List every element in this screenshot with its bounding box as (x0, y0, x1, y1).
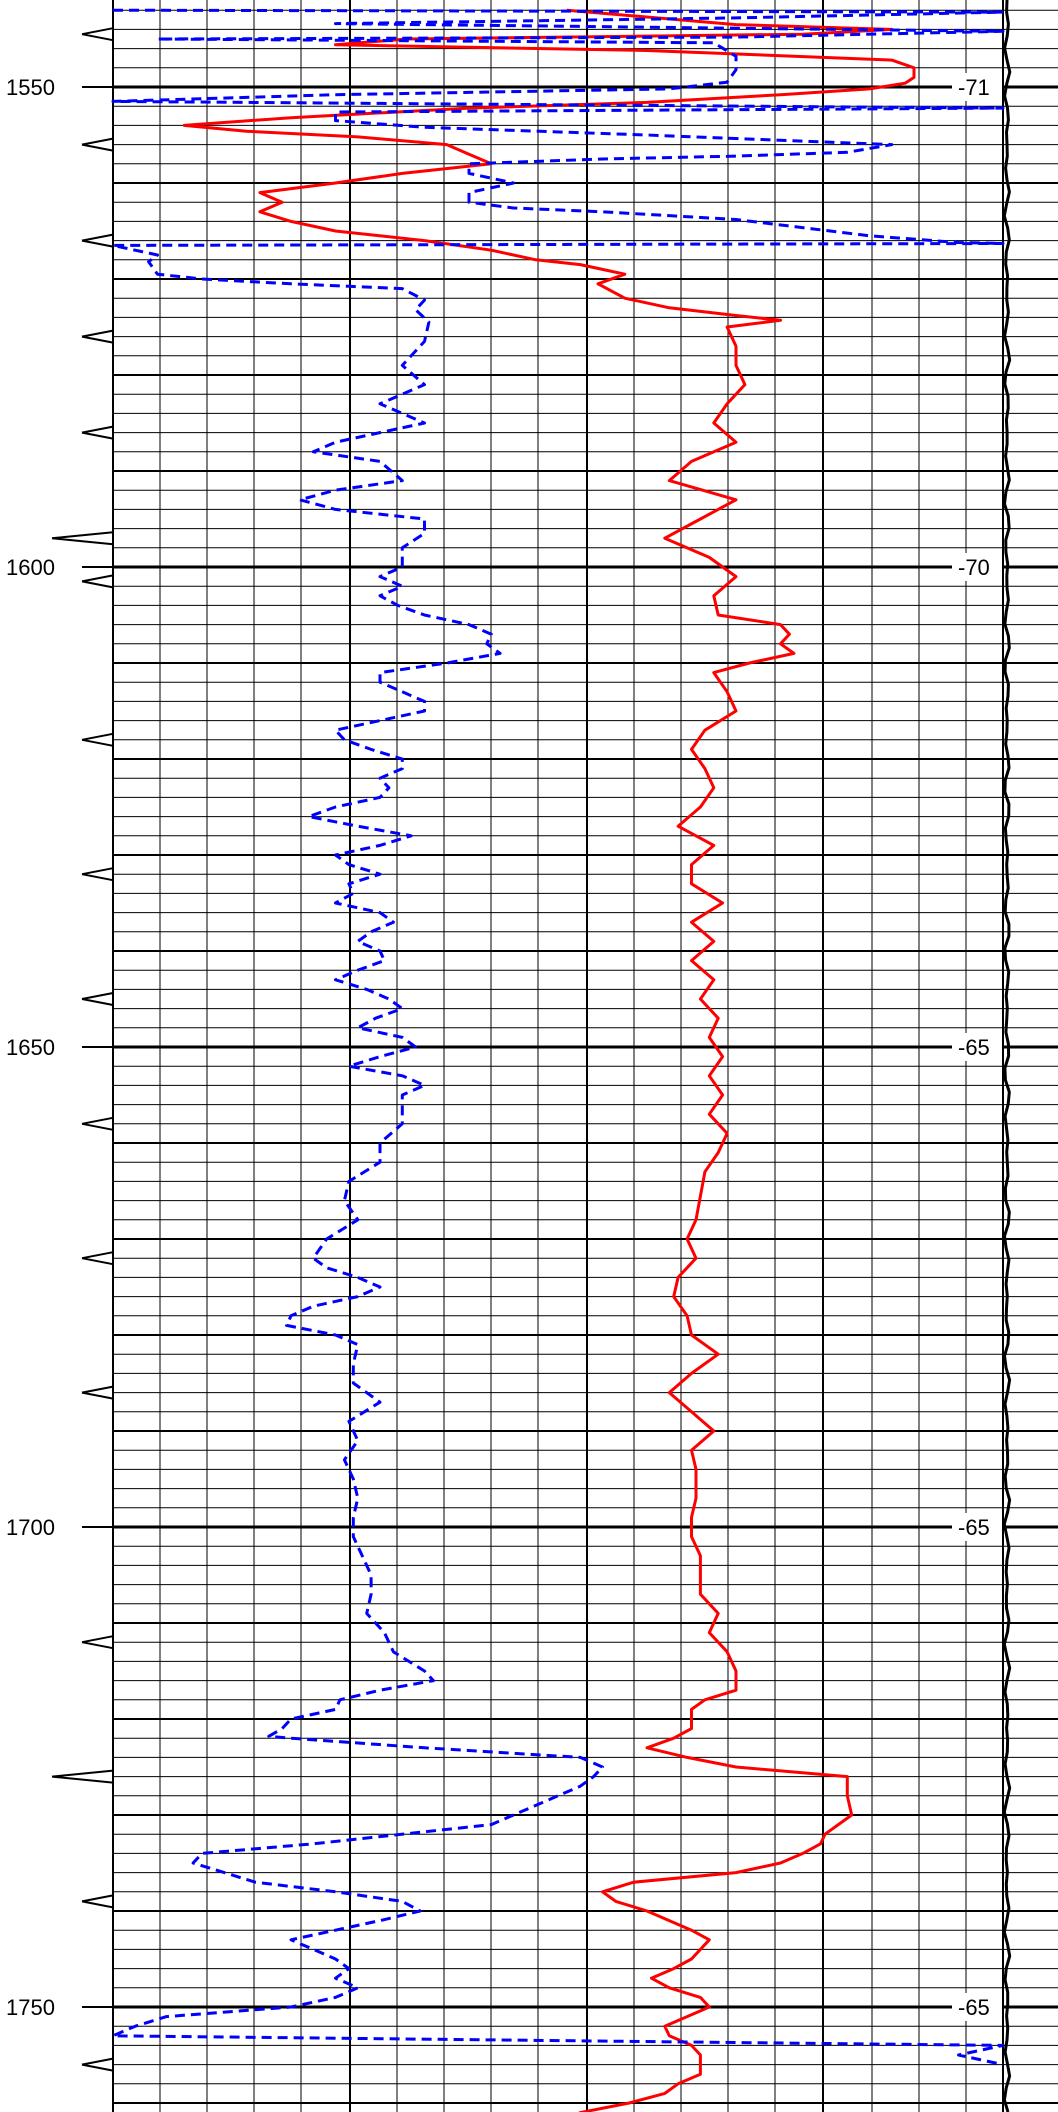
reference-curve (1002, 0, 1012, 2112)
track-label: -71 (958, 75, 990, 100)
depth-marker (81, 732, 114, 747)
depth-tick-label: 1550 (6, 75, 55, 100)
track-annotations: -71 -70 -65 -65 -65 (952, 73, 1002, 2021)
depth-marker (81, 1635, 114, 1650)
track-label: -65 (958, 1035, 990, 1060)
depth-marker (81, 1116, 114, 1131)
log-curves (111, 8, 1005, 2112)
depth-markers (51, 27, 114, 2072)
series-line-1 (182, 8, 916, 2112)
depth-tick-label: 1650 (6, 1035, 55, 1060)
track-label: -70 (958, 555, 990, 580)
depth-tick-label: 1600 (6, 555, 55, 580)
depth-tick-labels: 1550 1600 1650 1700 1750 (6, 75, 113, 2020)
depth-marker (81, 1385, 114, 1400)
depth-marker (81, 233, 114, 248)
depth-marker (81, 137, 114, 152)
depth-marker (81, 2057, 114, 2072)
major-grid (112, 0, 1058, 2112)
depth-tick-label: 1700 (6, 1515, 55, 1540)
depth-marker (81, 867, 114, 882)
depth-marker (51, 531, 114, 546)
series-line-2 (111, 8, 1005, 2067)
depth-marker (51, 1769, 114, 1784)
depth-tick-label: 1750 (6, 1995, 55, 2020)
depth-marker (81, 329, 114, 344)
depth-marker (81, 574, 114, 589)
track-label-bg (952, 1033, 1002, 1061)
depth-marker (81, 27, 114, 42)
track-label-bg (952, 553, 1002, 581)
minor-grid (113, 0, 1058, 2112)
track-label-bg (952, 1993, 1002, 2021)
depth-marker (81, 1894, 114, 1909)
track-label: -65 (958, 1995, 990, 2020)
depth-marker (81, 1251, 114, 1266)
track-label: -65 (958, 1515, 990, 1540)
depth-marker (81, 425, 114, 440)
track-label-bg (952, 1513, 1002, 1541)
track-label-bg (952, 73, 1002, 101)
depth-marker (81, 992, 114, 1006)
